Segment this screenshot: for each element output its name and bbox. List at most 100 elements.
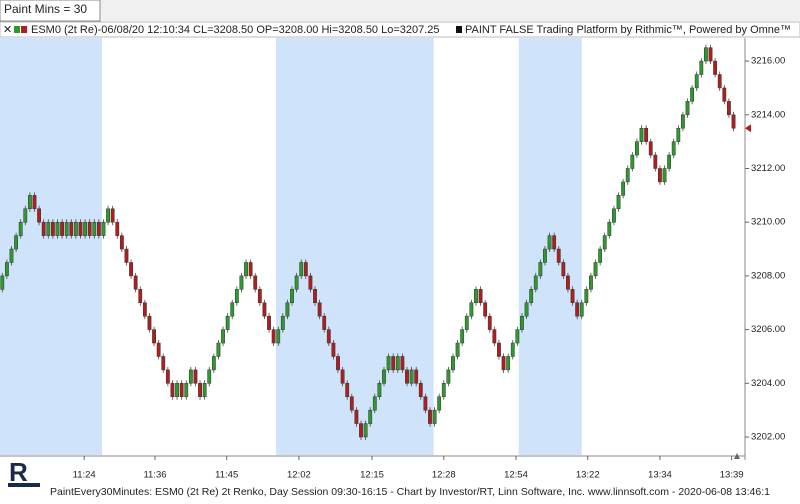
brick — [598, 248, 603, 263]
brick — [280, 315, 285, 330]
brick — [285, 302, 290, 317]
y-tick-label: 3212.00 — [751, 163, 785, 174]
brick — [658, 168, 662, 183]
brick — [179, 383, 184, 397]
brick — [290, 289, 294, 304]
paint-label: Paint Mins = 30 — [4, 2, 87, 16]
brick — [699, 60, 704, 75]
brick — [267, 315, 271, 330]
brick — [156, 342, 161, 357]
y-tick-label: 3216.00 — [751, 56, 785, 67]
brick — [400, 356, 405, 371]
brick — [616, 195, 621, 210]
brick — [27, 195, 32, 210]
last-price-marker — [745, 124, 751, 133]
paint-band — [275, 38, 434, 455]
brick — [455, 342, 460, 357]
up-swatch — [14, 26, 20, 33]
brick — [78, 221, 83, 236]
brick — [676, 127, 681, 142]
brick — [713, 60, 718, 75]
brick — [492, 329, 497, 344]
brick — [188, 369, 193, 384]
brick — [202, 383, 207, 397]
brick — [524, 302, 529, 317]
brick — [635, 141, 639, 156]
x-tick-label: 11:45 — [215, 470, 238, 481]
paint-box — [0, 0, 101, 22]
brick — [653, 154, 658, 169]
top-bar — [0, 0, 800, 21]
brick — [386, 356, 391, 371]
brick — [487, 315, 492, 330]
brick — [648, 141, 653, 156]
brick — [147, 315, 152, 330]
brick — [336, 356, 340, 371]
brick — [671, 141, 676, 156]
brick — [520, 315, 524, 330]
brick — [207, 369, 212, 384]
header-bar — [0, 21, 800, 38]
brick — [607, 221, 612, 236]
brick — [92, 221, 97, 236]
y-tick-label: 3214.00 — [751, 109, 785, 120]
brick — [561, 262, 566, 277]
brick — [87, 221, 92, 236]
brick — [625, 168, 630, 183]
brick — [681, 114, 685, 129]
brick — [423, 396, 428, 411]
scroll-marker[interactable] — [734, 453, 740, 459]
brick — [32, 195, 37, 210]
brick — [395, 356, 400, 371]
brick — [409, 369, 414, 384]
brick — [644, 127, 649, 142]
brick — [538, 262, 543, 277]
header-info: ESM0 (2t Re)-06/08/20 12:10:34 CL=3208.5… — [31, 24, 440, 36]
brick — [382, 369, 386, 384]
brick — [533, 275, 538, 290]
brick — [14, 235, 19, 250]
brick — [331, 342, 336, 357]
brick — [294, 275, 299, 290]
brick — [464, 315, 469, 330]
footer: PaintEvery30Minutes: ESM0 (2t Re) 2t Ren… — [50, 486, 770, 498]
x-tick-label: 12:54 — [504, 470, 528, 481]
brick — [257, 289, 262, 304]
brick — [18, 221, 23, 236]
y-tick-label: 3208.00 — [751, 270, 785, 281]
brick — [510, 342, 515, 357]
brick — [106, 208, 110, 223]
brick — [234, 289, 239, 304]
brick — [432, 409, 437, 424]
brick — [142, 302, 147, 317]
brick — [211, 356, 216, 371]
brick — [165, 369, 170, 384]
brick — [193, 369, 198, 384]
x-tick-label: 11:36 — [143, 470, 166, 481]
brick — [119, 235, 124, 250]
brick — [110, 208, 115, 223]
brick — [593, 262, 598, 277]
brick — [69, 221, 74, 236]
brick — [37, 208, 41, 223]
brick — [483, 302, 488, 317]
brick — [363, 423, 368, 438]
brick — [60, 221, 64, 236]
logo-bar — [8, 483, 40, 487]
close-icon[interactable]: ✕ — [3, 24, 12, 36]
brick — [589, 275, 593, 290]
brick — [639, 127, 644, 142]
brick — [377, 383, 382, 397]
x-tick-label: 12:15 — [360, 470, 384, 481]
brick — [437, 396, 442, 411]
brick — [161, 356, 166, 371]
brick — [497, 342, 501, 357]
x-tick-label: 12:02 — [287, 470, 311, 481]
brick — [704, 47, 708, 62]
brick — [621, 181, 626, 196]
brick — [230, 302, 235, 317]
brick — [575, 302, 580, 317]
brick — [0, 275, 5, 290]
brick — [317, 302, 322, 317]
